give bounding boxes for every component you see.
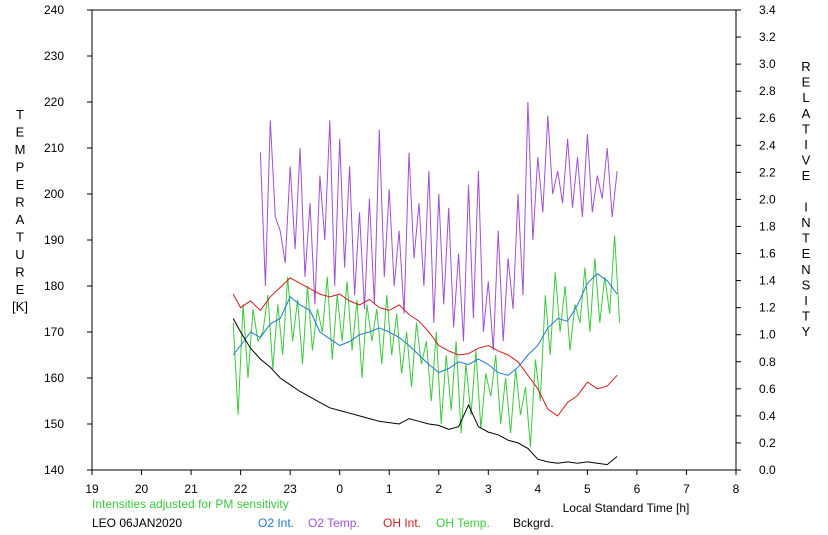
left-axis-letter: E	[16, 125, 25, 140]
series-line-oh-int	[232, 277, 618, 417]
left-tick-label: 170	[44, 325, 64, 339]
x-tick-label: 23	[283, 482, 297, 496]
x-tick-label: 19	[85, 482, 99, 496]
left-tick-label: 190	[44, 233, 64, 247]
x-tick-label: 5	[584, 482, 591, 496]
right-axis-letter: I	[804, 199, 808, 214]
left-tick-label: 200	[44, 187, 64, 201]
station-date-label: LEO 06JAN2020	[92, 516, 182, 530]
left-axis-letter: U	[15, 247, 24, 262]
right-axis-letter: L	[802, 90, 809, 105]
left-tick-label: 240	[44, 3, 64, 17]
legend-item-o2-temp: O2 Temp.	[308, 516, 360, 530]
series-line-o2-int	[232, 273, 618, 376]
legend-item-oh-int: OH Int.	[383, 516, 421, 530]
right-tick-label: 0.6	[759, 382, 776, 396]
right-tick-label: 0.4	[759, 409, 776, 423]
x-tick-label: 22	[234, 482, 248, 496]
x-tick-label: 7	[683, 482, 690, 496]
x-tick-label: 4	[535, 482, 542, 496]
right-tick-label: 2.4	[759, 138, 776, 152]
left-tick-label: 220	[44, 95, 64, 109]
right-axis-letter: T	[802, 121, 810, 136]
legend-item-o2-int: O2 Int.	[258, 516, 294, 530]
right-tick-label: 0.8	[759, 355, 776, 369]
right-tick-label: 1.2	[759, 301, 776, 315]
left-tick-label: 140	[44, 463, 64, 477]
right-tick-label: 0.2	[759, 436, 776, 450]
legend: O2 Int. O2 Temp. OH Int. OH Temp. Bckgrd.	[258, 516, 554, 530]
right-axis-letter: V	[802, 153, 811, 168]
left-axis-letter: A	[16, 212, 25, 227]
legend-item-oh-temp: OH Temp.	[436, 516, 490, 530]
x-axis-label: Local Standard Time [h]	[563, 501, 690, 515]
left-tick-label: 180	[44, 279, 64, 293]
right-tick-label: 1.8	[759, 219, 776, 233]
left-axis-letter: T	[16, 230, 24, 245]
series-line-o2-temp	[259, 101, 618, 351]
left-axis-ticks: 140 150 160 170 180 190 200 210 220 230 240	[44, 3, 92, 477]
right-axis-letter: I	[804, 137, 808, 152]
x-tick-label: 3	[485, 482, 492, 496]
right-tick-label: 3.4	[759, 3, 776, 17]
right-tick-label: 3.0	[759, 57, 776, 71]
left-tick-label: 230	[44, 49, 64, 63]
right-axis-letter: Y	[802, 324, 811, 339]
series-line-bckgrd	[232, 318, 618, 466]
right-tick-label: 2.8	[759, 84, 776, 98]
x-tick-label: 1	[386, 482, 393, 496]
x-axis-ticks: 19 20 21 22 23 0 1 2 3 4 5 6 7 8	[85, 470, 740, 496]
plot-frame	[91, 9, 737, 471]
right-tick-label: 2.6	[759, 111, 776, 125]
left-axis-letter: R	[15, 195, 24, 210]
series-line-oh-temp	[232, 235, 621, 448]
right-axis-letter: I	[804, 293, 808, 308]
left-tick-label: 160	[44, 371, 64, 385]
right-axis-letter: T	[802, 309, 810, 324]
right-tick-label: 1.0	[759, 328, 776, 342]
right-tick-label: 2.2	[759, 165, 776, 179]
x-tick-label: 8	[733, 482, 740, 496]
right-axis-letter: T	[802, 231, 810, 246]
right-axis-letter: E	[802, 246, 811, 261]
right-axis-letter: N	[801, 262, 810, 277]
right-axis-letter: E	[802, 168, 811, 183]
right-tick-label: 0.0	[759, 463, 776, 477]
x-tick-label: 0	[336, 482, 343, 496]
right-axis-letter: N	[801, 215, 810, 230]
left-tick-label: 210	[44, 141, 64, 155]
right-tick-label: 1.6	[759, 247, 776, 261]
right-axis-letter: E	[802, 75, 811, 90]
x-tick-label: 21	[184, 482, 198, 496]
right-tick-label: 3.2	[759, 30, 776, 44]
left-axis-letter: R	[15, 265, 24, 280]
left-axis-unit: [K]	[12, 299, 28, 314]
right-axis-letter: S	[802, 277, 811, 292]
left-axis-letter: E	[16, 282, 25, 297]
left-axis-letter: E	[16, 177, 25, 192]
x-tick-label: 6	[634, 482, 641, 496]
left-axis-letter: M	[15, 142, 26, 157]
legend-item-bckgrd: Bckgrd.	[513, 516, 554, 530]
left-axis-letter: P	[16, 160, 25, 175]
x-tick-label: 2	[435, 482, 442, 496]
x-tick-label: 20	[135, 482, 149, 496]
series-layer	[232, 101, 621, 466]
sensitivity-note: Intensities adjusted for PM sensitivity	[92, 497, 289, 511]
right-axis-letter: R	[801, 59, 810, 74]
right-tick-label: 1.4	[759, 274, 776, 288]
right-axis-ticks: 0.0 0.2 0.4 0.6 0.8 1.0 1.2 1.4 1.6 1.8 2.0 2.2 2.4 2…	[736, 3, 776, 477]
right-tick-label: 2.0	[759, 192, 776, 206]
right-axis-letter: A	[802, 106, 811, 121]
left-tick-label: 150	[44, 417, 64, 431]
left-axis-letter: T	[16, 107, 24, 122]
